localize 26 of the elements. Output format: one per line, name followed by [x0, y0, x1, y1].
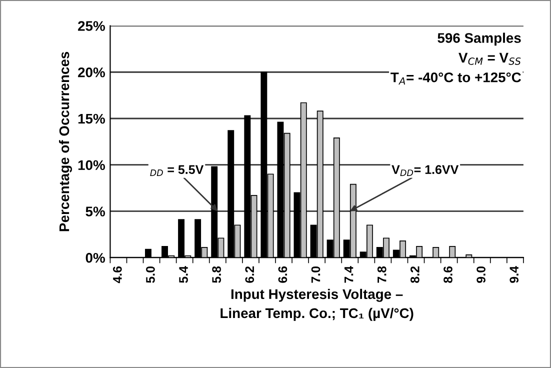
y-axis-title: Percentage of Occurrences	[58, 52, 72, 232]
annotation: $_{DD}$ = 5.5V	[150, 165, 204, 176]
x-tick-label: 6.2	[245, 266, 254, 283]
y-tick-label: 25%	[78, 21, 105, 31]
x-tick-label: 5.8	[212, 266, 221, 283]
annotation: V$_{DD}$= 1.6VV	[392, 165, 459, 176]
x-axis-title: Input Hysteresis Voltage – Linear Temp. Co.; TC₁ (µV/°C)	[220, 288, 414, 321]
x-tick-label: 7.8	[377, 266, 386, 283]
annotation: T$_{A}$= -40°C to +125°C	[390, 72, 521, 84]
x-tick-label: 7.0	[311, 266, 320, 283]
y-tick-label: 0%	[86, 252, 105, 263]
annotation: 596 Samples	[438, 32, 521, 46]
x-tick-label: 6.6	[278, 266, 288, 283]
x-tick-label: 5.0	[146, 266, 155, 283]
annotation: V$_{CM}$ = V$_{SS}$	[458, 52, 521, 65]
y-tick-label: 15%	[78, 114, 105, 124]
x-tick-label: 8.2	[410, 266, 420, 283]
x-tick-label: 9.0	[476, 266, 486, 283]
x-tick-label: 9.4	[510, 266, 519, 283]
y-tick-label: 5%	[86, 206, 105, 216]
x-tick-label: 8.6	[444, 266, 452, 283]
x-tick-label: 7.4	[344, 266, 354, 283]
x-tick-label: 4.6	[112, 266, 122, 284]
y-tick-label: 10%	[78, 160, 105, 170]
x-tick-label: 5.4	[179, 266, 188, 283]
y-tick-label: 20%	[78, 67, 105, 78]
